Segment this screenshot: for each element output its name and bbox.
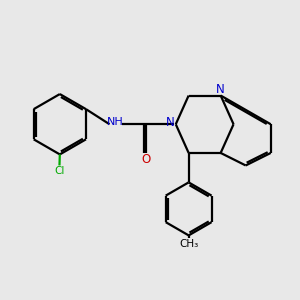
Text: N: N	[166, 116, 175, 129]
Text: O: O	[142, 153, 151, 166]
Text: Cl: Cl	[54, 166, 64, 176]
Text: CH₃: CH₃	[179, 239, 198, 249]
Text: N: N	[216, 83, 225, 96]
Text: NH: NH	[107, 117, 123, 127]
